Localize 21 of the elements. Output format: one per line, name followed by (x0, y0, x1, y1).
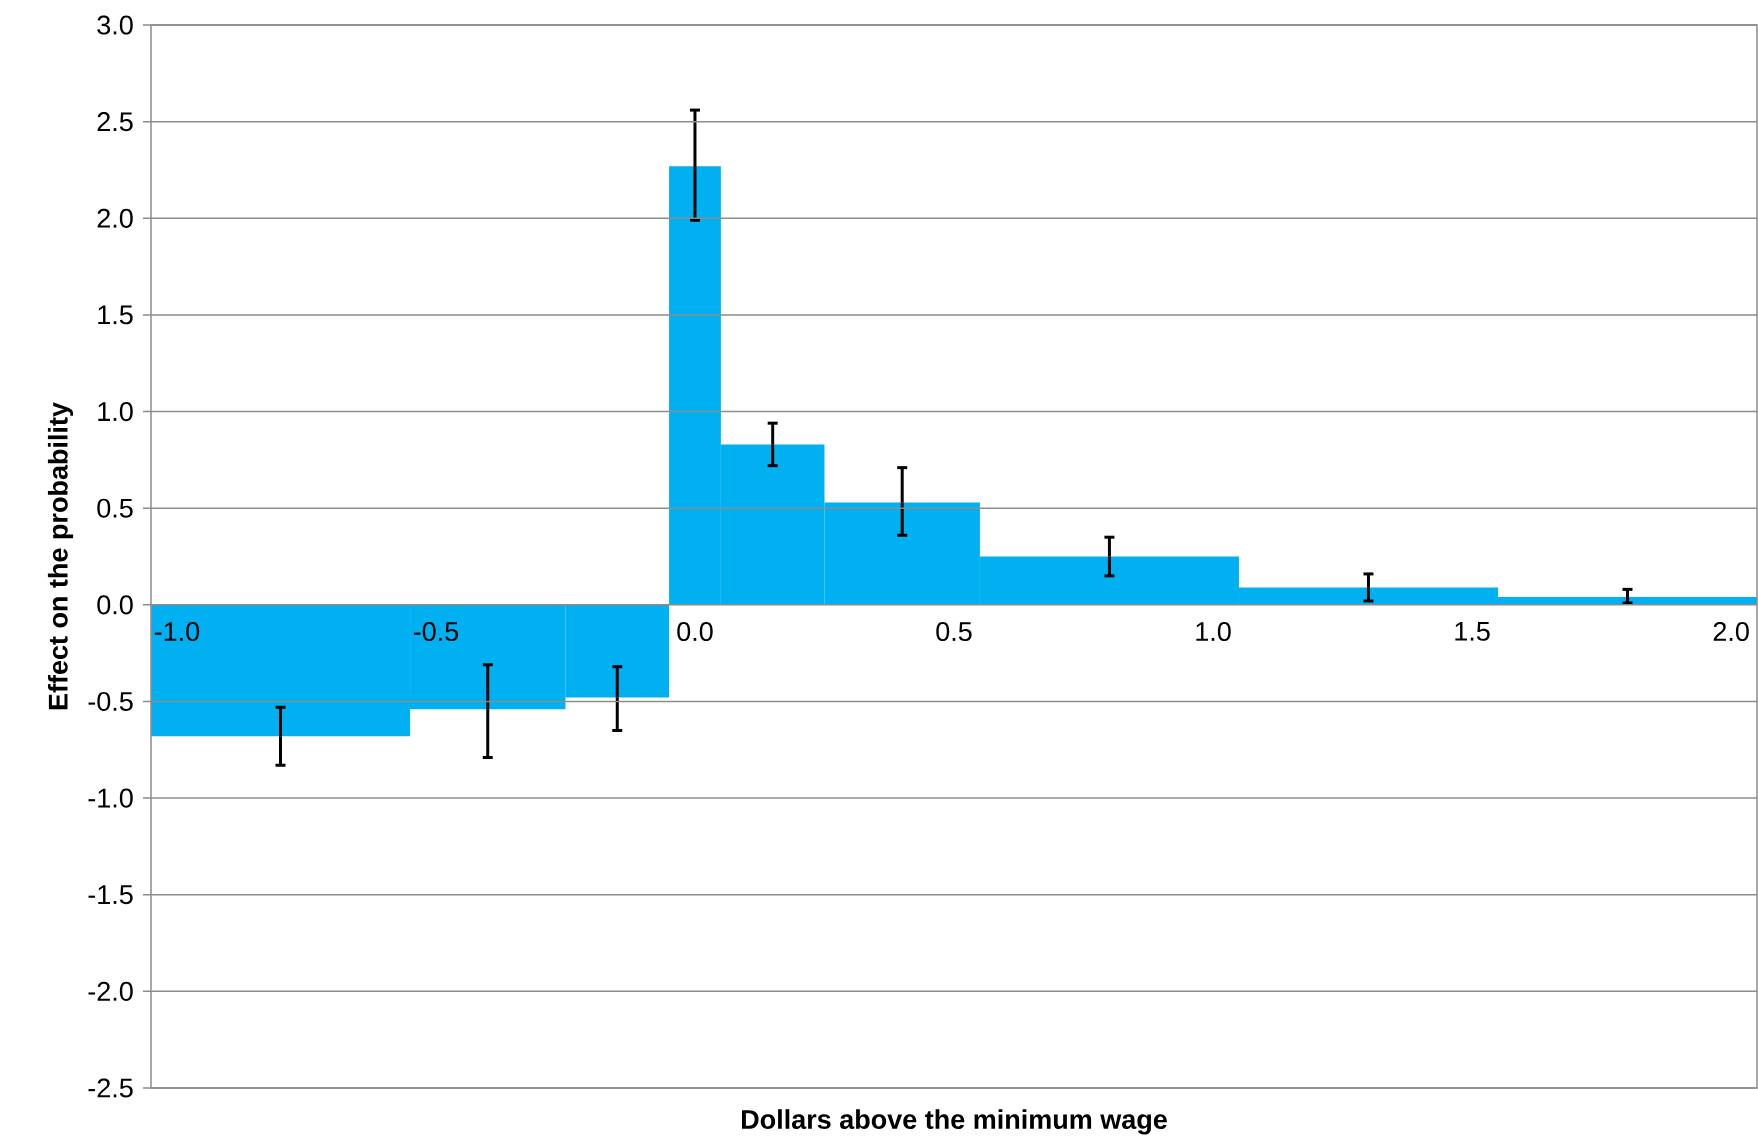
y-tick-label: 0.5 (97, 498, 133, 518)
x-tick-label: 1.0 (1196, 621, 1231, 642)
y-tick-label: 0.0 (97, 595, 133, 615)
y-tick-label: -1.0 (88, 788, 133, 808)
y-tick-label: -1.5 (88, 885, 133, 905)
y-tick-label: -2.0 (88, 981, 133, 1001)
y-tick-label: -2.5 (88, 1078, 133, 1098)
y-tick-label: 2.5 (97, 112, 133, 132)
x-tick-label: 1.5 (1455, 621, 1490, 641)
x-tick-label: 0.0 (677, 621, 713, 642)
y-tick-label: 1.0 (98, 402, 133, 422)
y-tick-label: 2.0 (97, 208, 133, 228)
y-axis-title: Effect on the probability (47, 402, 74, 710)
x-tick-label: 0.5 (936, 621, 972, 642)
x-tick-label: -0.5 (413, 621, 459, 642)
x-axis-title: Dollars above the minimum wage (742, 1109, 1167, 1135)
y-tick-label: 1.5 (98, 305, 133, 325)
y-tick-label: -0.5 (88, 691, 133, 712)
x-tick-label: -1.0 (154, 621, 200, 642)
x-tick-label: 2.0 (1713, 621, 1749, 642)
y-tick-label: 3.0 (97, 15, 133, 35)
